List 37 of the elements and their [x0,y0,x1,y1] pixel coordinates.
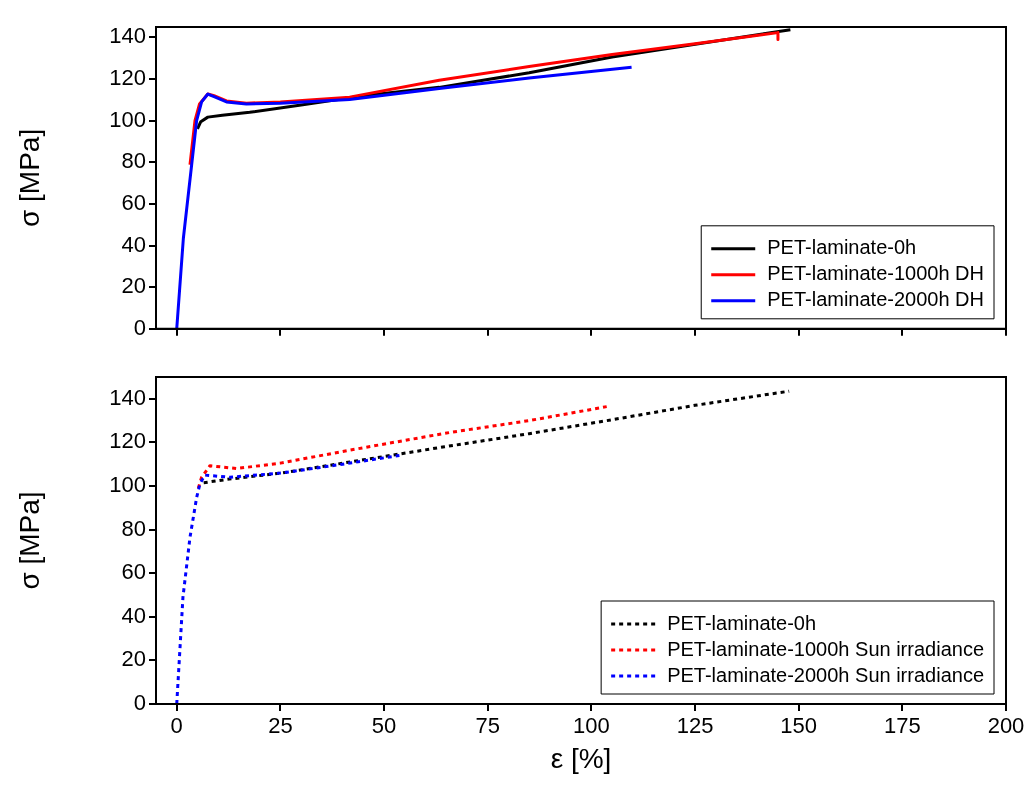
line-series [196,405,609,490]
x-tick-label: 200 [987,713,1025,739]
legend-label: PET-laminate-2000h Sun irradiance [667,663,985,686]
y-tick-label: 100 [109,106,146,132]
y-tick-label: 0 [133,690,146,716]
y-tick-label: 140 [109,384,146,410]
y-tick-label: 40 [121,231,146,257]
y-tick-label: 20 [121,273,146,299]
legend-label: PET-laminate-0h [667,611,817,634]
y-tick-label: 60 [121,189,146,215]
x-tick-label: 175 [883,713,921,739]
x-tick-label: 100 [573,713,610,739]
y-axis-title: σ [MPa] [13,128,45,227]
legend-label: PET-laminate-0h [767,236,917,259]
line-series [175,453,401,704]
x-axis-title: ε [%] [550,742,612,774]
x-tick-label: 0 [170,713,183,739]
y-tick-label: 0 [133,314,146,340]
x-tick-label: 75 [475,713,500,739]
y-tick-label: 80 [121,515,146,541]
y-tick-label: 140 [109,23,146,49]
y-tick-label: 40 [121,602,146,628]
x-tick-label: 150 [780,713,818,739]
x-tick-label: 50 [371,713,397,739]
y-tick-label: 80 [121,148,146,174]
y-tick-label: 20 [121,646,146,672]
legend-label: PET-laminate-2000h DH [767,288,985,311]
y-tick-label: 120 [109,65,146,91]
legend-label: PET-laminate-1000h DH [767,262,985,285]
x-tick-label: 25 [268,713,293,739]
y-tick-label: 60 [121,559,146,585]
y-axis-title: σ [MPa] [13,491,45,590]
y-tick-label: 120 [109,428,146,454]
line-series [202,389,791,485]
y-tick-label: 100 [109,472,146,498]
x-tick-label: 125 [676,713,714,739]
legend-label: PET-laminate-1000h Sun irradiance [667,637,985,660]
